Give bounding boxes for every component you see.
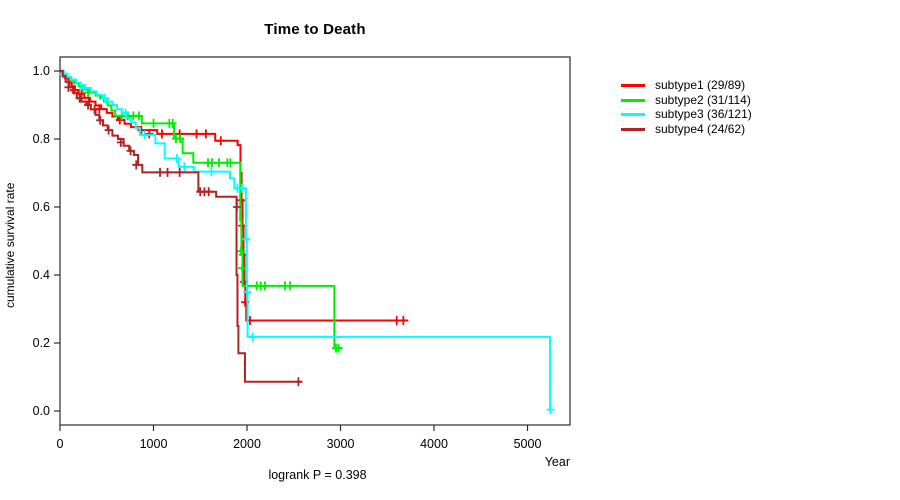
- censor-mark: [260, 281, 269, 291]
- censor-mark: [180, 162, 189, 172]
- legend-swatch: [621, 127, 645, 131]
- x-tick-label: 3000: [327, 437, 355, 451]
- censor-mark: [90, 104, 99, 114]
- censor-mark: [140, 130, 149, 140]
- censor-mark: [96, 115, 105, 125]
- censor-mark: [207, 158, 216, 168]
- survival-curve: [60, 70, 303, 383]
- x-tick-label: 5000: [514, 437, 542, 451]
- censor-mark: [163, 167, 172, 177]
- legend-label: subtype3 (36/121): [655, 107, 752, 122]
- censor-mark: [201, 129, 210, 139]
- censor-mark: [546, 405, 555, 415]
- legend-item: subtype2 (31/114): [621, 93, 752, 108]
- logrank-annotation: logrank P = 0.398: [268, 468, 367, 482]
- censor-mark: [156, 167, 165, 177]
- x-tick-label: 2000: [233, 437, 261, 451]
- censor-mark: [334, 343, 343, 353]
- censor-mark: [84, 100, 93, 110]
- censor-mark: [132, 160, 141, 170]
- censor-mark: [242, 234, 251, 244]
- x-tick-label: 1000: [140, 437, 168, 451]
- legend-swatch: [621, 83, 645, 87]
- censor-mark: [294, 377, 303, 387]
- legend-item: subtype3 (36/121): [621, 107, 752, 122]
- censor-mark: [137, 125, 146, 135]
- legend-label: subtype1 (29/89): [655, 78, 746, 92]
- censor-mark: [204, 187, 213, 197]
- censor-mark: [157, 129, 166, 139]
- survival-curve: [60, 70, 342, 350]
- plot-frame: [59, 56, 571, 426]
- censor-mark: [232, 202, 241, 212]
- censor-mark: [84, 87, 93, 97]
- x-tick-label: 4000: [420, 437, 448, 451]
- censor-mark: [168, 118, 177, 128]
- censor-mark: [75, 93, 84, 103]
- censor-mark: [100, 93, 109, 103]
- censor-mark: [175, 167, 184, 177]
- censor-mark: [126, 146, 135, 156]
- legend-swatch: [621, 98, 645, 102]
- censor-mark: [238, 263, 247, 273]
- y-tick-label: 0.2: [33, 336, 50, 350]
- censor-mark: [226, 158, 235, 168]
- y-tick-label: 1.0: [33, 64, 50, 78]
- censor-mark: [192, 129, 201, 139]
- censor-mark: [104, 125, 113, 135]
- censor-mark: [237, 183, 246, 193]
- censor-mark: [176, 134, 185, 144]
- censor-mark: [64, 82, 73, 92]
- y-tick-label: 0.6: [33, 200, 50, 214]
- censor-mark: [237, 246, 246, 256]
- legend: subtype1 (29/89) subtype2 (31/114) subtype…: [621, 78, 752, 137]
- censor-mark: [172, 153, 181, 163]
- censor-mark: [216, 136, 225, 146]
- censor-mark: [145, 129, 154, 139]
- y-tick-label: 0.4: [33, 268, 50, 282]
- censor-mark: [135, 111, 144, 121]
- survival-curve: [60, 70, 552, 411]
- x-tick-label: 0: [57, 437, 64, 451]
- legend-item: subtype4 (24/62): [621, 122, 752, 137]
- y-tick-label: 0.8: [33, 132, 50, 146]
- censor-mark: [79, 83, 88, 93]
- censor-mark: [243, 287, 252, 297]
- censor-mark: [116, 137, 125, 147]
- legend-item: subtype1 (29/89): [621, 78, 752, 93]
- censor-mark: [121, 108, 130, 118]
- x-axis-title: Year: [544, 455, 570, 469]
- y-tick-label: 0.0: [33, 404, 50, 418]
- censor-mark: [207, 167, 216, 177]
- censor-mark: [214, 158, 223, 168]
- legend-label: subtype2 (31/114): [655, 92, 751, 107]
- legend-label: subtype4 (24/62): [655, 122, 746, 137]
- censor-mark: [248, 332, 257, 342]
- chart-title: Time to Death: [264, 21, 366, 38]
- censor-mark: [149, 118, 158, 128]
- censor-mark: [399, 316, 408, 326]
- legend-swatch: [621, 113, 645, 117]
- censor-mark: [286, 281, 295, 291]
